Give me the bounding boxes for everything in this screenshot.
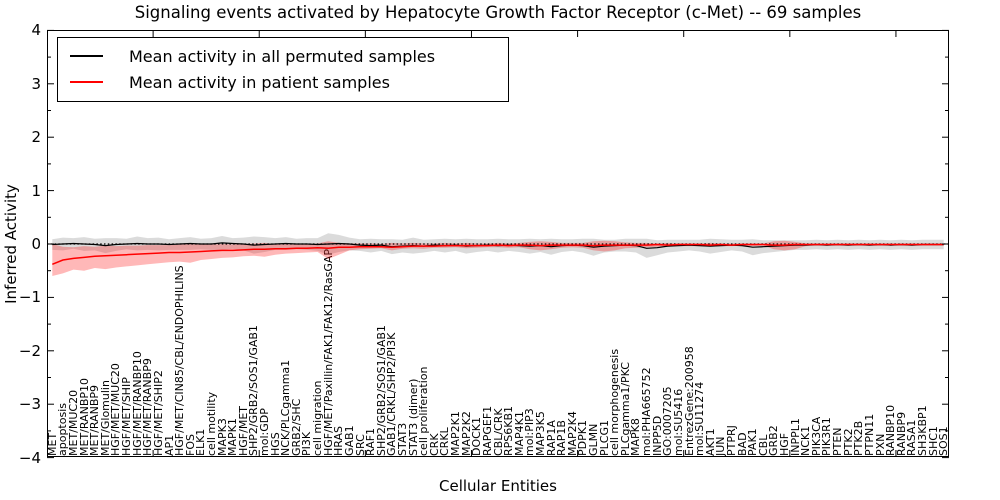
y-tick-label: 4: [31, 21, 41, 40]
x-axis-label: Cellular Entities: [439, 477, 557, 495]
chart-title: Signaling events activated by Hepatocyte…: [134, 3, 862, 22]
patient-confidence-band: [52, 240, 944, 276]
legend: Mean activity in all permuted samples Me…: [57, 37, 509, 102]
y-tick-label: −1: [18, 288, 41, 307]
patient-mean-line: [52, 243, 944, 265]
legend-entry-permuted: Mean activity in all permuted samples: [70, 43, 498, 69]
legend-line-black: [70, 55, 103, 57]
legend-label: Mean activity in all permuted samples: [129, 46, 436, 66]
y-tick-label: −2: [18, 341, 41, 360]
y-tick-label: 1: [31, 181, 41, 200]
legend-label: Mean activity in patient samples: [129, 72, 390, 92]
y-tick-label: 2: [31, 128, 41, 147]
legend-line-red: [70, 81, 103, 83]
legend-entry-patient: Mean activity in patient samples: [70, 69, 498, 95]
y-tick-label: 3: [31, 74, 41, 93]
y-tick-label: −4: [18, 448, 41, 467]
y-tick-label: 0: [31, 235, 41, 253]
y-tick-label: −3: [18, 395, 41, 414]
